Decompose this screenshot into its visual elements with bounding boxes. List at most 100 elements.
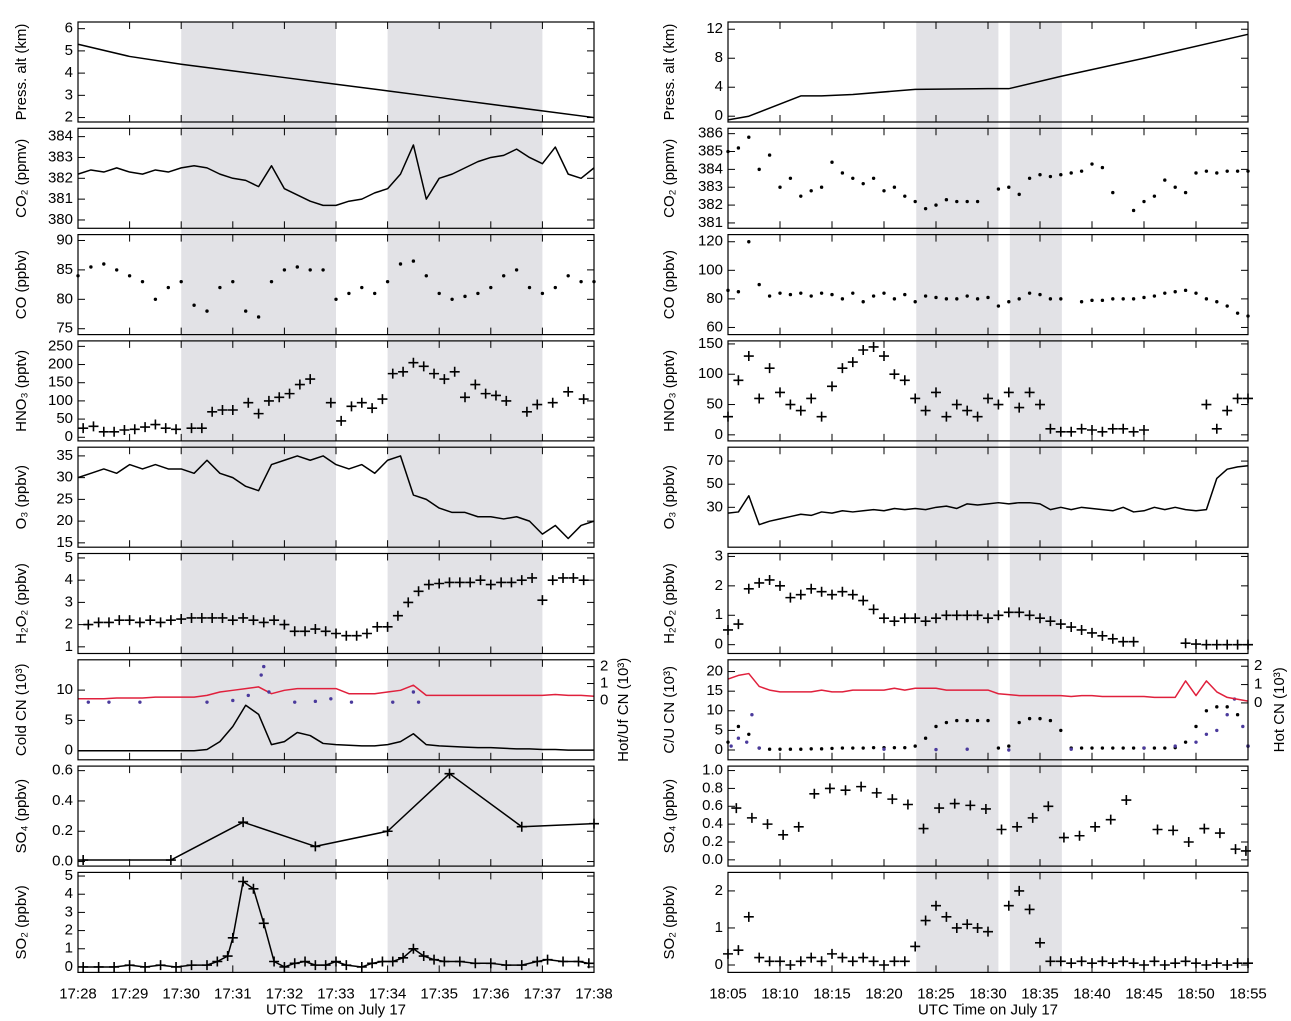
plus-marker <box>1183 836 1194 847</box>
data-point <box>1069 171 1073 175</box>
plus-marker <box>1180 638 1191 649</box>
y-tick-label: 0 <box>715 107 723 124</box>
y-tick-label: 100 <box>698 365 723 382</box>
data-point <box>767 747 772 751</box>
plus-marker <box>227 932 238 943</box>
data-point <box>192 303 196 307</box>
plus-marker <box>972 610 983 621</box>
data-point <box>1204 169 1209 173</box>
y-tick-label: 0 <box>715 636 723 653</box>
plus-marker <box>941 411 952 422</box>
y-tick-label: 4 <box>65 64 73 81</box>
data-point <box>955 718 959 723</box>
plus-marker <box>382 621 393 632</box>
panel: 0.00.20.40.60.81.0 SO₄ (ppbv) <box>661 762 1251 868</box>
plus-marker <box>243 397 254 408</box>
data-point <box>1204 709 1209 713</box>
plus-marker <box>238 612 249 623</box>
plus-marker <box>1076 624 1087 635</box>
plus-marker <box>78 855 89 866</box>
plus-marker <box>480 388 491 399</box>
y-tick-label: 60 <box>706 318 723 335</box>
plus-marker <box>207 406 218 417</box>
data-point <box>1069 747 1073 751</box>
plus-marker <box>754 393 765 404</box>
y-tick-label: 15 <box>706 682 723 699</box>
plus-marker <box>754 952 765 963</box>
plus-marker <box>361 628 372 639</box>
plus-marker <box>918 823 929 834</box>
data-point <box>757 167 761 172</box>
data-point <box>1121 297 1125 301</box>
shaded-interval <box>387 22 543 973</box>
plus-marker <box>1170 958 1181 969</box>
data-point <box>349 700 354 704</box>
plus-marker <box>778 829 789 840</box>
data-point <box>166 285 170 290</box>
plus-marker <box>527 572 538 583</box>
data-point <box>102 262 106 266</box>
plus-marker <box>578 575 589 586</box>
plus-marker <box>951 922 962 933</box>
plus-marker <box>1076 956 1087 967</box>
plus-marker <box>1214 828 1225 839</box>
data-point <box>1142 199 1146 204</box>
plus-marker <box>408 357 419 368</box>
data-point <box>1121 746 1125 750</box>
y-tick-label: 0 <box>65 742 73 759</box>
plus-marker <box>434 578 445 589</box>
plus-marker <box>1128 958 1139 969</box>
plus-marker <box>871 787 882 798</box>
plus-marker <box>1230 844 1241 855</box>
y-tick-label: 25 <box>56 490 73 507</box>
plus-marker <box>1211 423 1222 434</box>
panel-frame <box>77 871 595 974</box>
y-tick-label: 2 <box>65 616 73 633</box>
data-point <box>965 718 969 723</box>
panel-frame <box>77 21 595 123</box>
data-point <box>955 297 959 301</box>
plus-marker <box>1035 399 1045 410</box>
plus-marker <box>351 630 362 641</box>
data-point <box>269 279 274 284</box>
y-tick-label: 6 <box>65 20 73 37</box>
series-line <box>77 455 595 540</box>
data-point <box>282 268 287 272</box>
plus-marker <box>418 361 429 372</box>
plus-marker <box>227 615 238 626</box>
y-axis-label: HNO₃ (pptv) <box>661 350 678 432</box>
data-point <box>840 171 845 175</box>
shaded-interval <box>181 22 336 973</box>
data-point <box>892 745 897 750</box>
data-point <box>757 282 761 287</box>
y-tick-label: 2 <box>65 109 73 126</box>
plus-marker <box>1027 812 1038 823</box>
data-point <box>1215 728 1219 733</box>
plus-marker <box>980 803 991 814</box>
x-tick-label: 17:34 <box>369 985 407 1002</box>
data-point <box>799 747 803 751</box>
series-line <box>77 43 595 119</box>
plus-marker <box>109 961 120 972</box>
data-point <box>476 291 480 296</box>
data-point <box>1194 740 1198 744</box>
data-point <box>923 206 928 211</box>
x-tick-label: 18:40 <box>1073 985 1111 1002</box>
data-point <box>1007 185 1011 189</box>
plus-marker <box>931 900 941 911</box>
plus-marker <box>186 423 197 434</box>
plus-marker <box>1191 639 1201 650</box>
data-point <box>767 153 772 157</box>
data-point <box>830 160 834 164</box>
plus-marker <box>795 405 806 416</box>
plus-marker <box>392 610 403 621</box>
x-axis-label: UTC Time on July 17 <box>918 1001 1058 1018</box>
data-point <box>1090 298 1094 303</box>
data-point <box>934 203 938 207</box>
plus-marker <box>490 390 501 401</box>
data-point <box>788 747 793 751</box>
y-tick-label: 80 <box>706 290 723 307</box>
plus-marker <box>165 855 176 866</box>
plus-marker <box>1043 801 1054 812</box>
plus-marker <box>827 381 837 392</box>
